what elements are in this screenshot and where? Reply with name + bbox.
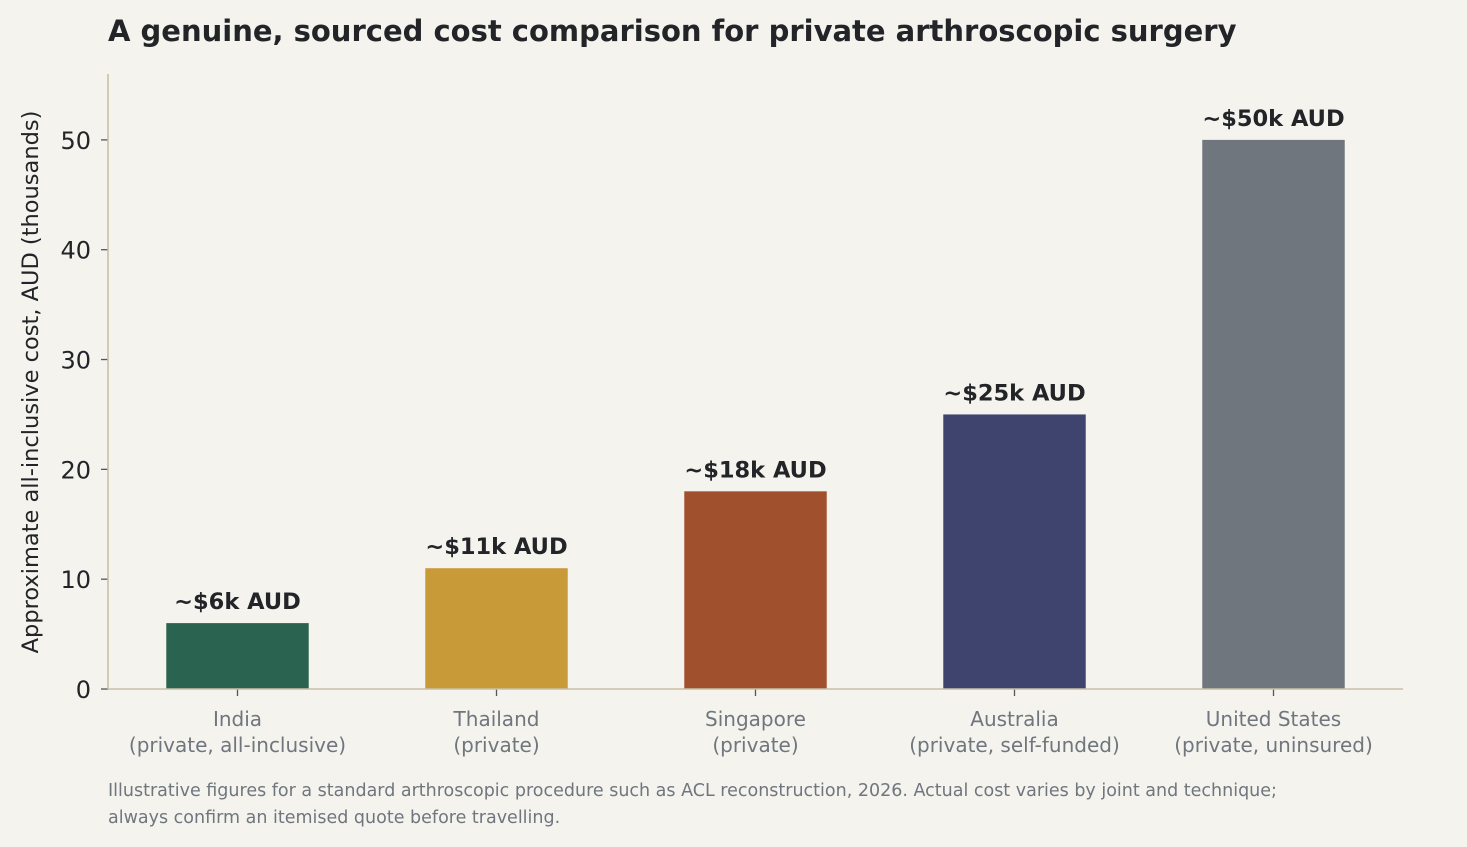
y-axis-title: Approximate all-inclusive cost, AUD (tho…: [18, 111, 44, 654]
bar: [943, 414, 1086, 689]
y-tick-label: 10: [60, 566, 91, 594]
y-tick-label: 0: [76, 676, 91, 704]
x-tick-label: (private, self-funded): [909, 733, 1120, 757]
footnote-line: always confirm an itemised quote before …: [108, 808, 561, 828]
y-axis-ticks: 0 10 20 30 40 50: [60, 127, 108, 704]
x-tick-label: Singapore: [705, 707, 806, 731]
chart-title: A genuine, sourced cost comparison for p…: [108, 14, 1237, 48]
bar-data-label: ~$11k AUD: [425, 534, 567, 560]
x-tick-label: (private): [453, 733, 539, 757]
footnote: Illustrative figures for a standard arth…: [108, 778, 1458, 832]
x-tick-label: Australia: [970, 707, 1058, 731]
bars-group: ~$6k AUD ~$11k AUD ~$18k AUD ~$25k AUD ~$50k…: [166, 106, 1345, 690]
bar: [684, 491, 827, 689]
bar: [425, 568, 568, 689]
y-tick-label: 30: [60, 347, 91, 375]
bar-data-label: ~$6k AUD: [174, 589, 301, 615]
bar-data-label: ~$18k AUD: [684, 457, 826, 483]
bar-data-label: ~$25k AUD: [943, 380, 1085, 406]
bar: [166, 623, 309, 689]
footnote-line: Illustrative figures for a standard arth…: [108, 781, 1277, 801]
x-tick-label: (private, all-inclusive): [129, 733, 346, 757]
bar: [1202, 139, 1345, 690]
y-tick-label: 40: [60, 237, 91, 265]
bar-data-label: ~$50k AUD: [1202, 106, 1344, 132]
y-tick-label: 20: [60, 456, 91, 484]
x-tick-label: Thailand: [453, 707, 540, 731]
x-tick-label: (private): [712, 733, 798, 757]
x-tick-label: India: [213, 707, 262, 731]
y-tick-label: 50: [60, 127, 91, 155]
x-axis-ticks: India(private, all-inclusive)Thailand(pr…: [129, 689, 1373, 757]
x-tick-label: United States: [1206, 707, 1341, 731]
x-tick-label: (private, uninsured): [1174, 733, 1373, 757]
